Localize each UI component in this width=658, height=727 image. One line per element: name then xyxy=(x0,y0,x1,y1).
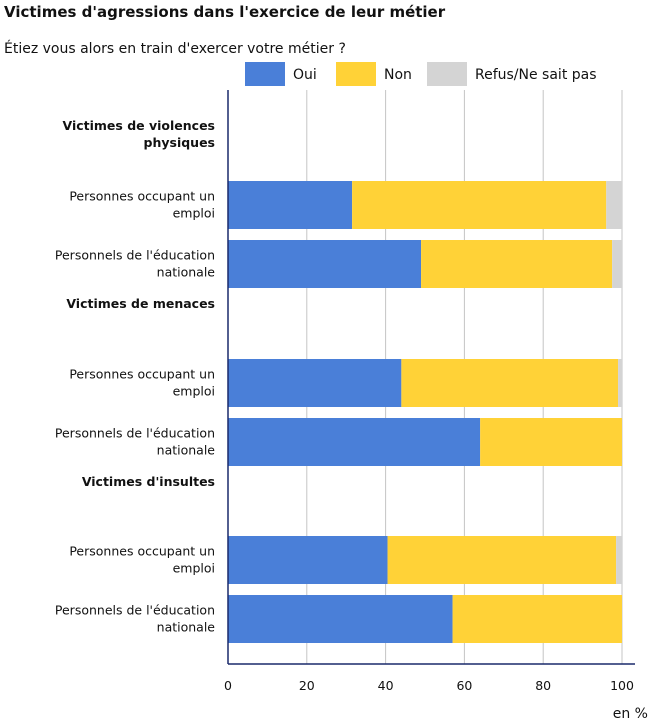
x-tick-label-40: 40 xyxy=(378,678,394,693)
x-axis-label: en % xyxy=(613,706,648,722)
plot-area: Victimes de violences physiques Personnes … xyxy=(55,90,635,693)
bar-2-2-non xyxy=(480,418,622,466)
bar-2-2-oui xyxy=(228,418,481,466)
legend-label-non: Non xyxy=(384,67,412,83)
bar-2-1-oui xyxy=(228,359,402,407)
group-label-3: Victimes d'insultes xyxy=(82,474,215,489)
bar-1-1-oui xyxy=(228,181,353,229)
bar-3-1-oui xyxy=(228,536,388,584)
legend-swatch-oui xyxy=(245,62,285,86)
bar-1-2-oui xyxy=(228,240,422,288)
bar-3-2-oui xyxy=(228,595,453,643)
legend-label-oui: Oui xyxy=(293,67,317,83)
legend-swatch-refus-ne-sait-pas xyxy=(427,62,467,86)
x-tick-label-60: 60 xyxy=(456,678,472,693)
group-label-2: Victimes de menaces xyxy=(66,296,215,311)
bar-1-1-non xyxy=(352,181,607,229)
category-label-3-2: Personnels de l'éducation nationale xyxy=(55,603,215,635)
bar-1-1-refus-ne-sait-pas xyxy=(606,181,622,229)
chart-title: Victimes d'agressions dans l'exercice de… xyxy=(4,3,446,21)
x-tick-label-20: 20 xyxy=(299,678,315,693)
legend-swatch-non xyxy=(336,62,376,86)
x-tick-label-100: 100 xyxy=(610,678,634,693)
bar-3-1-refus-ne-sait-pas xyxy=(616,536,622,584)
category-label-1-2: Personnels de l'éducation nationale xyxy=(55,248,215,280)
category-label-2-1: Personnes occupant un emploi xyxy=(69,367,215,399)
category-label-2-2: Personnels de l'éducation nationale xyxy=(55,426,215,458)
bar-1-2-refus-ne-sait-pas xyxy=(612,240,622,288)
bar-2-1-refus-ne-sait-pas xyxy=(618,359,622,407)
chart-subtitle: Étiez vous alors en train d'exercer votr… xyxy=(4,40,346,57)
bar-3-2-non xyxy=(452,595,622,643)
bar-1-2-non xyxy=(421,240,613,288)
x-tick-label-80: 80 xyxy=(535,678,551,693)
category-label-1-1: Personnes occupant un emploi xyxy=(69,189,215,221)
x-tick-label-0: 0 xyxy=(224,678,232,693)
legend: Oui Non Refus/Ne sait pas xyxy=(245,62,597,86)
bar-3-1-non xyxy=(387,536,617,584)
bar-2-1-non xyxy=(401,359,619,407)
group-label-1: Victimes de violences physiques xyxy=(63,118,216,150)
legend-label-refus-ne-sait-pas: Refus/Ne sait pas xyxy=(475,67,597,83)
category-label-3-1: Personnes occupant un emploi xyxy=(69,544,215,576)
